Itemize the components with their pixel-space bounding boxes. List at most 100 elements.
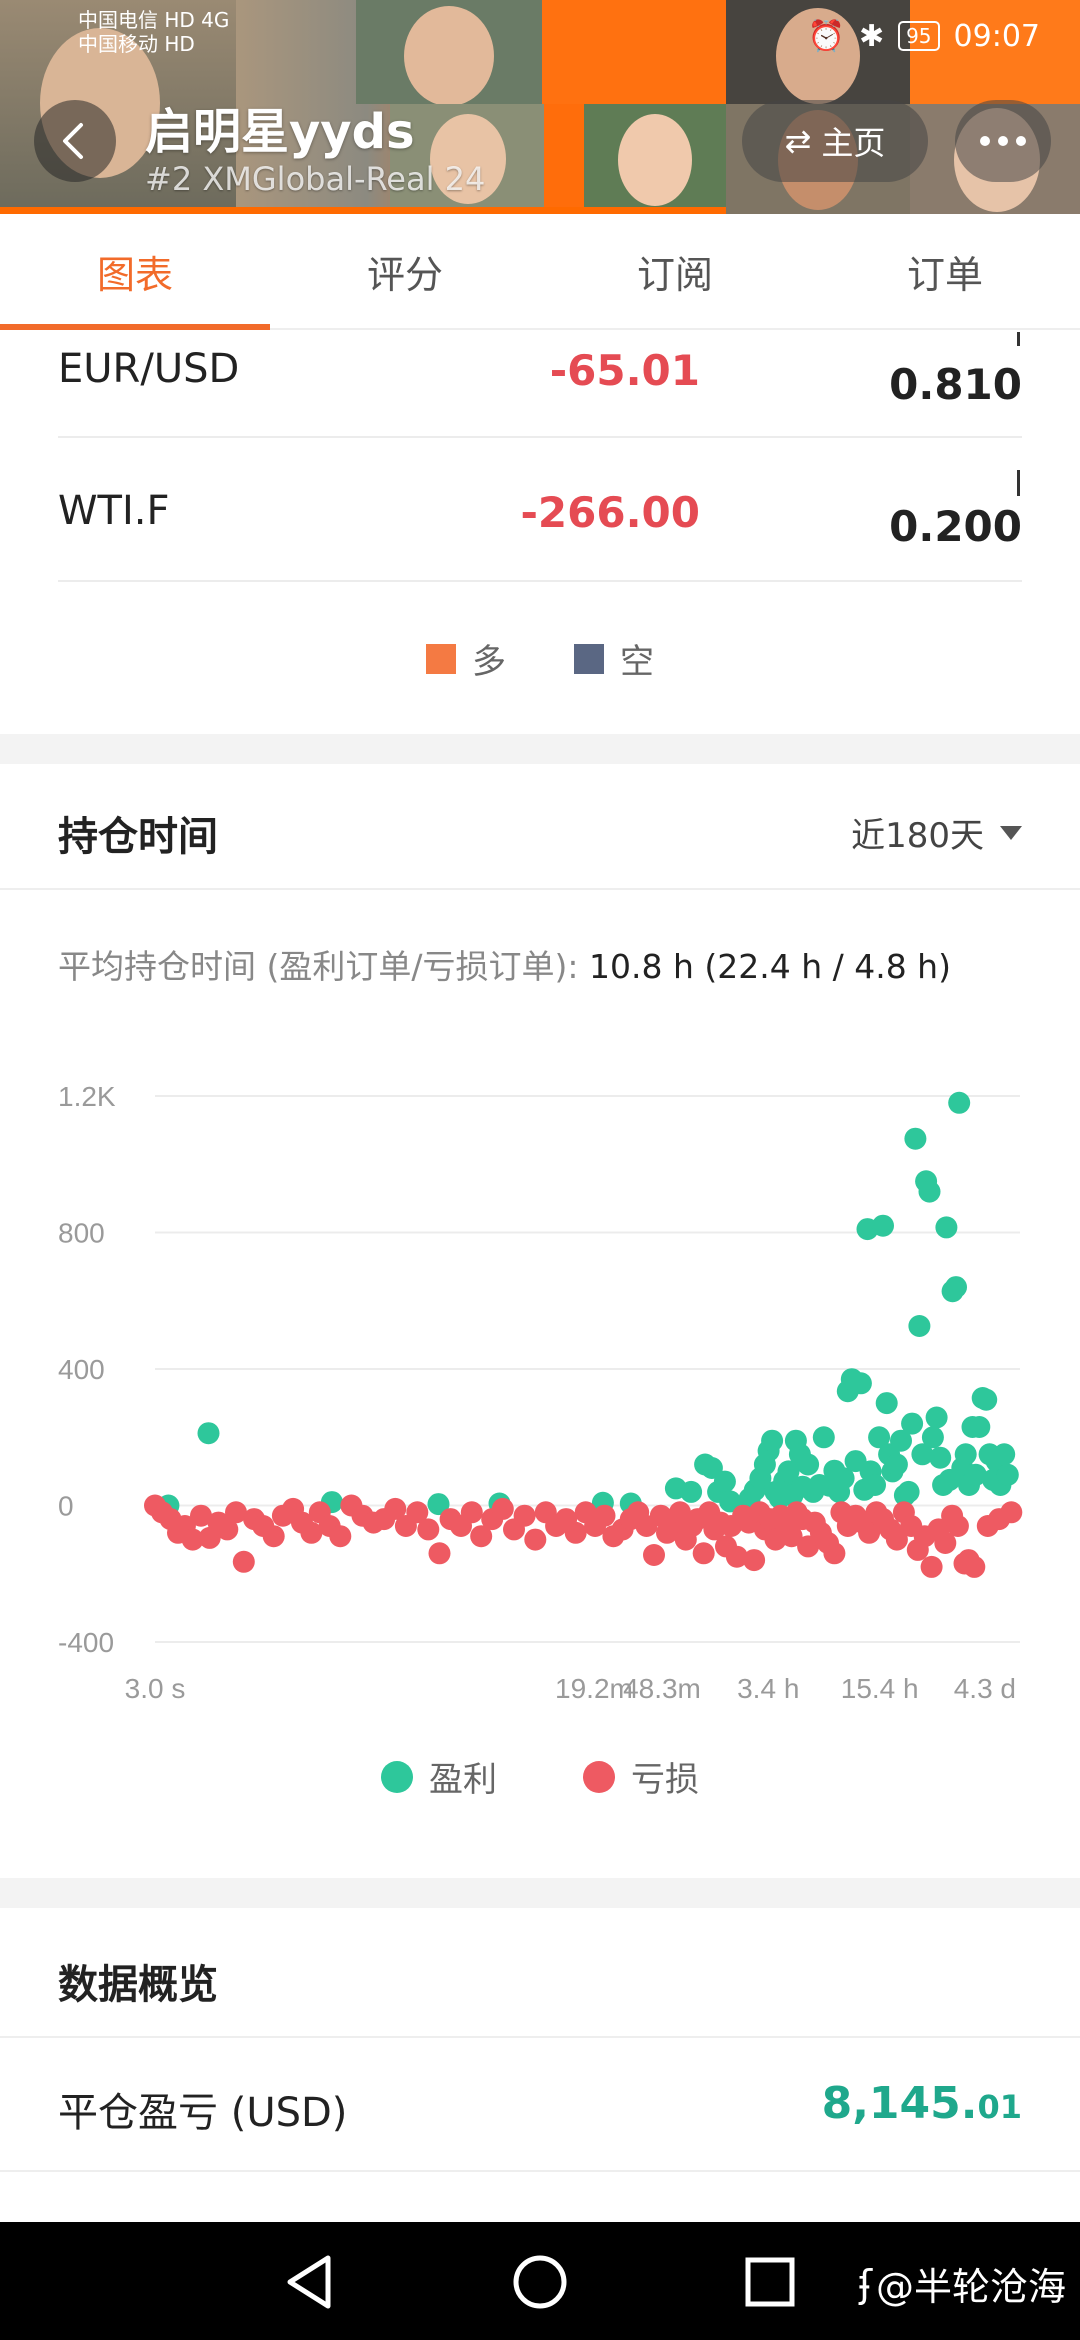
profit-point [832, 1467, 855, 1490]
y-tick-label: 400 [58, 1354, 105, 1385]
swap-icon: ⇄ [784, 122, 812, 160]
profit-point [761, 1429, 784, 1452]
loss-point [643, 1544, 665, 1566]
profit-point [968, 1416, 991, 1438]
profit-point [812, 1426, 835, 1449]
profit-point [897, 1480, 920, 1503]
legend-long-swatch [426, 643, 456, 674]
profit-point [864, 1474, 886, 1496]
status-bar-right: ⏰ ✱ 95 09:07 [808, 14, 1040, 58]
home-button[interactable]: ⇄ 主页 [742, 100, 928, 182]
x-tick-label: 48.3m [623, 1673, 701, 1704]
profit-point [996, 1463, 1019, 1486]
range-dropdown-label: 近180天 [851, 816, 984, 856]
profit-point [925, 1406, 948, 1429]
tab-subscription[interactable]: 订阅 [636, 252, 713, 297]
loss-point [743, 1549, 766, 1572]
legend-short: 空 [574, 634, 654, 683]
banner-photo [584, 104, 726, 214]
legend-loss-swatch [583, 1760, 615, 1793]
profit-point [680, 1480, 703, 1503]
loss-point [858, 1521, 881, 1544]
loss-point [384, 1497, 407, 1520]
tab-orders[interactable]: 订单 [906, 252, 983, 297]
legend-short-swatch [574, 643, 604, 674]
back-button[interactable] [34, 100, 116, 182]
profit-point [918, 1180, 941, 1203]
profit-point [948, 1091, 971, 1114]
profit-point [901, 1412, 924, 1435]
legend-profit-swatch [381, 1760, 413, 1793]
nav-home-icon[interactable] [508, 2250, 572, 2314]
profile-header: 中国电信 HD 4G 中国移动 HD ⏰ ✱ 95 09:07 启明星yyds … [0, 0, 1080, 214]
profit-point [868, 1426, 891, 1449]
profit-point [777, 1460, 800, 1483]
position-pl: -65.01 [549, 346, 700, 395]
account-subtitle: #2 XMGlobal-Real 24 [145, 160, 486, 198]
profit-point [908, 1315, 931, 1337]
closed-pl-label: 平仓盈亏 (USD) [58, 2090, 348, 2136]
profit-point [945, 1276, 967, 1299]
tab-rating[interactable]: 评分 [366, 252, 443, 297]
profit-point [427, 1493, 450, 1516]
loss-point [190, 1504, 212, 1527]
profit-point [935, 1216, 958, 1239]
more-button[interactable] [955, 100, 1051, 182]
header-accent-line [0, 207, 726, 214]
position-pl: -266.00 [520, 488, 700, 537]
nav-back-icon[interactable] [278, 2250, 342, 2314]
divider [0, 888, 1080, 890]
loss-point [428, 1542, 451, 1565]
profit-loss-legend: 盈利 亏损 [0, 1752, 1080, 1801]
loss-point [225, 1501, 247, 1524]
profit-point [929, 1446, 952, 1469]
position-lots: 0.200 [889, 502, 1022, 551]
avg-holding-time: 平均持仓时间 (盈利订单/亏损订单): 10.8 h (22.4 h / 4.8… [58, 947, 951, 986]
loss-point [181, 1528, 204, 1551]
profit-point [875, 1392, 898, 1415]
profit-point [797, 1453, 820, 1476]
banner-photo [356, 0, 542, 104]
closed-pl-value: 8,145.01 [821, 2078, 1022, 2129]
profit-point [713, 1470, 736, 1493]
loss-point [329, 1525, 352, 1548]
loss-point [1000, 1501, 1023, 1524]
section-separator [0, 1878, 1080, 1908]
bluetooth-icon: ✱ [858, 18, 885, 54]
loss-point [491, 1497, 514, 1520]
caret-down-icon [1000, 825, 1022, 840]
loss-point [823, 1542, 846, 1565]
loss-point [963, 1555, 986, 1578]
x-tick-label: 15.4 h [841, 1673, 919, 1704]
loss-point [460, 1501, 483, 1524]
battery-indicator: 95 [898, 21, 940, 51]
closed-pl-row[interactable]: 平仓盈亏 (USD) 8,145.01 [58, 2072, 1022, 2142]
loss-point [300, 1521, 323, 1544]
more-dots-icon [980, 136, 990, 146]
loss-point [692, 1542, 715, 1565]
loss-point [725, 1545, 748, 1568]
position-row: WTI.F -266.00 0.200 [58, 438, 1022, 582]
position-symbol: EUR/USD [58, 346, 240, 392]
x-tick-label: 4.3 d [954, 1673, 1016, 1704]
overview-title: 数据概览 [58, 1962, 218, 2008]
nav-recents-icon[interactable] [738, 2250, 802, 2314]
loss-point [920, 1555, 943, 1578]
y-tick-label: 0 [58, 1491, 74, 1522]
status-carrier: 中国电信 HD 4G 中国移动 HD [78, 8, 230, 56]
avg-holding-value: 10.8 h (22.4 h / 4.8 h) [588, 947, 951, 986]
banner-photo [542, 0, 726, 104]
profit-point [197, 1422, 220, 1445]
status-time: 09:07 [953, 18, 1040, 54]
loss-point [513, 1504, 536, 1527]
profit-point [719, 1490, 742, 1513]
range-dropdown[interactable]: 近180天 [851, 808, 1022, 857]
banner-photo [726, 0, 910, 104]
trader-name: 启明星yyds [145, 104, 415, 160]
loss-point [946, 1515, 969, 1537]
x-tick-label: 3.0 s [125, 1673, 186, 1704]
banner-photo [0, 0, 236, 214]
position-row: EUR/USD -65.01 0.810 [58, 294, 1022, 438]
tab-chart[interactable]: 图表 [0, 214, 270, 330]
